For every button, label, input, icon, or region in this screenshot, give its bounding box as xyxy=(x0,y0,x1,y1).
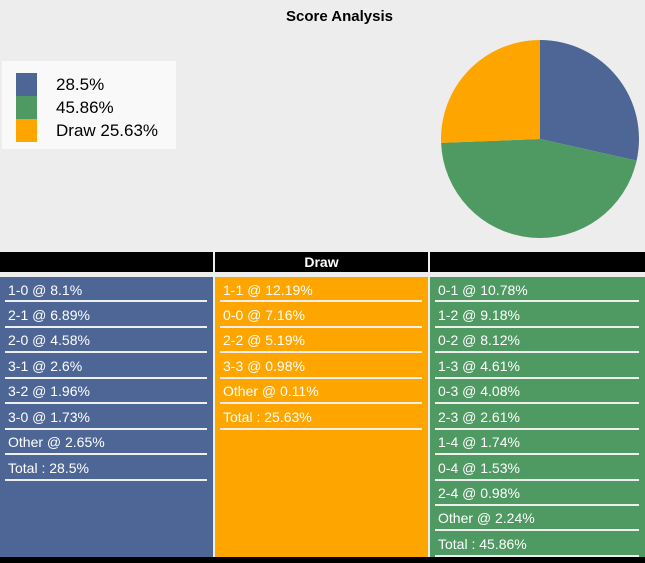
score-row-text: Other @ 0.11% xyxy=(223,383,319,400)
pie-slice-1 xyxy=(540,40,639,161)
score-row-text: 1-1 @ 12.19% xyxy=(223,281,313,298)
score-row: 0-3 @ 4.08% xyxy=(430,379,645,405)
score-row: 3-3 @ 0.98% xyxy=(215,353,428,380)
score-row-text: 3-0 @ 1.73% xyxy=(8,408,90,425)
score-row: Total : 45.86% xyxy=(430,531,645,557)
score-row: Other @ 2.65% xyxy=(0,430,213,456)
column-header-draw: Draw xyxy=(215,252,428,272)
scores-column-draw: Draw 1-1 @ 12.19% 0-0 @ 7.16% 2-2 @ 5.19% 3… xyxy=(215,252,428,557)
score-row-text: 1-4 @ 1.74% xyxy=(438,434,520,451)
score-row: 2-2 @ 5.19% xyxy=(215,328,428,354)
score-row: 2-4 @ 0.98% xyxy=(430,481,645,507)
legend-swatch xyxy=(16,73,37,96)
pie-chart xyxy=(441,40,639,238)
legend: 28.5% 45.86% Draw 25.63% xyxy=(2,61,176,149)
score-row: 3-0 @ 1.73% xyxy=(0,404,213,431)
legend-swatch xyxy=(16,96,37,119)
score-row: 1-0 @ 8.1% xyxy=(0,277,213,303)
score-row-text: Total : 25.63% xyxy=(223,408,312,425)
score-row: 2-1 @ 6.89% xyxy=(0,302,213,329)
legend-label: 45.86% xyxy=(56,98,114,117)
score-row-text: 3-1 @ 2.6% xyxy=(8,357,83,374)
score-row-text: 0-0 @ 7.16% xyxy=(223,306,305,323)
score-row: 2-3 @ 2.61% xyxy=(430,404,645,431)
score-row: 2-0 @ 4.58% xyxy=(0,328,213,354)
score-row: 1-2 @ 9.18% xyxy=(430,302,645,329)
chart-title: Score Analysis xyxy=(286,8,393,25)
bottom-bar xyxy=(0,557,645,563)
score-row-text: Other @ 2.65% xyxy=(8,434,105,451)
score-row-text: Total : 28.5% xyxy=(8,459,89,476)
score-row-text: 2-3 @ 2.61% xyxy=(438,408,520,425)
score-row: Other @ 2.24% xyxy=(430,506,645,532)
score-row-text: 1-3 @ 4.61% xyxy=(438,357,520,374)
score-columns: 1-0 @ 8.1% 2-1 @ 6.89% 2-0 @ 4.58% 3-1 @ 2.… xyxy=(0,252,645,557)
score-row: Other @ 0.11% xyxy=(215,379,428,405)
score-row-text: 2-0 @ 4.58% xyxy=(8,332,90,349)
score-row: 0-0 @ 7.16% xyxy=(215,302,428,329)
score-row-text: 2-1 @ 6.89% xyxy=(8,306,90,323)
score-row-text: 3-2 @ 1.96% xyxy=(8,383,90,400)
legend-item: 45.86% xyxy=(16,96,176,119)
score-row-text: 2-2 @ 5.19% xyxy=(223,332,305,349)
score-row: 3-1 @ 2.6% xyxy=(0,353,213,380)
score-row-text: 0-3 @ 4.08% xyxy=(438,383,520,400)
column-body-left: 1-0 @ 8.1% 2-1 @ 6.89% 2-0 @ 4.58% 3-1 @ 2.… xyxy=(0,277,213,557)
scores-column-right: 0-1 @ 10.78% 1-2 @ 9.18% 0-2 @ 8.12% 1-3 @ … xyxy=(430,252,645,557)
score-row-text: 3-3 @ 0.98% xyxy=(223,357,305,374)
column-body-right: 0-1 @ 10.78% 1-2 @ 9.18% 0-2 @ 8.12% 1-3 @ … xyxy=(430,277,645,557)
score-row-text: 0-1 @ 10.78% xyxy=(438,281,528,298)
score-row: 1-4 @ 1.74% xyxy=(430,430,645,456)
score-row: 1-3 @ 4.61% xyxy=(430,353,645,380)
score-row-text: 0-2 @ 8.12% xyxy=(438,332,520,349)
legend-swatch xyxy=(16,119,37,142)
score-row: 1-1 @ 12.19% xyxy=(215,277,428,303)
pie-slice-3 xyxy=(441,40,540,143)
score-row-text: Total : 45.86% xyxy=(438,535,527,552)
legend-item: 28.5% xyxy=(16,73,176,96)
score-row: 3-2 @ 1.96% xyxy=(0,379,213,405)
score-row: 0-4 @ 1.53% xyxy=(430,455,645,481)
column-body-draw: 1-1 @ 12.19% 0-0 @ 7.16% 2-2 @ 5.19% 3-3 @ … xyxy=(215,277,428,557)
legend-label: Draw 25.63% xyxy=(56,121,159,140)
column-header-right xyxy=(430,252,645,272)
score-row: 0-2 @ 8.12% xyxy=(430,328,645,354)
score-row: Total : 28.5% xyxy=(0,455,213,481)
score-row-text: 1-0 @ 8.1% xyxy=(8,281,83,298)
scores-column-left: 1-0 @ 8.1% 2-1 @ 6.89% 2-0 @ 4.58% 3-1 @ 2.… xyxy=(0,252,213,557)
score-row: 0-1 @ 10.78% xyxy=(430,277,645,303)
score-row: Total : 25.63% xyxy=(215,404,428,431)
legend-item: Draw 25.63% xyxy=(16,119,176,142)
score-row-text: Other @ 2.24% xyxy=(438,510,535,527)
score-row-text: 1-2 @ 9.18% xyxy=(438,306,520,323)
pie-slice-2 xyxy=(441,139,637,238)
column-header-left xyxy=(0,252,213,272)
score-row-text: 0-4 @ 1.53% xyxy=(438,459,520,476)
legend-label: 28.5% xyxy=(56,75,105,94)
score-row-text: 2-4 @ 0.98% xyxy=(438,485,520,501)
